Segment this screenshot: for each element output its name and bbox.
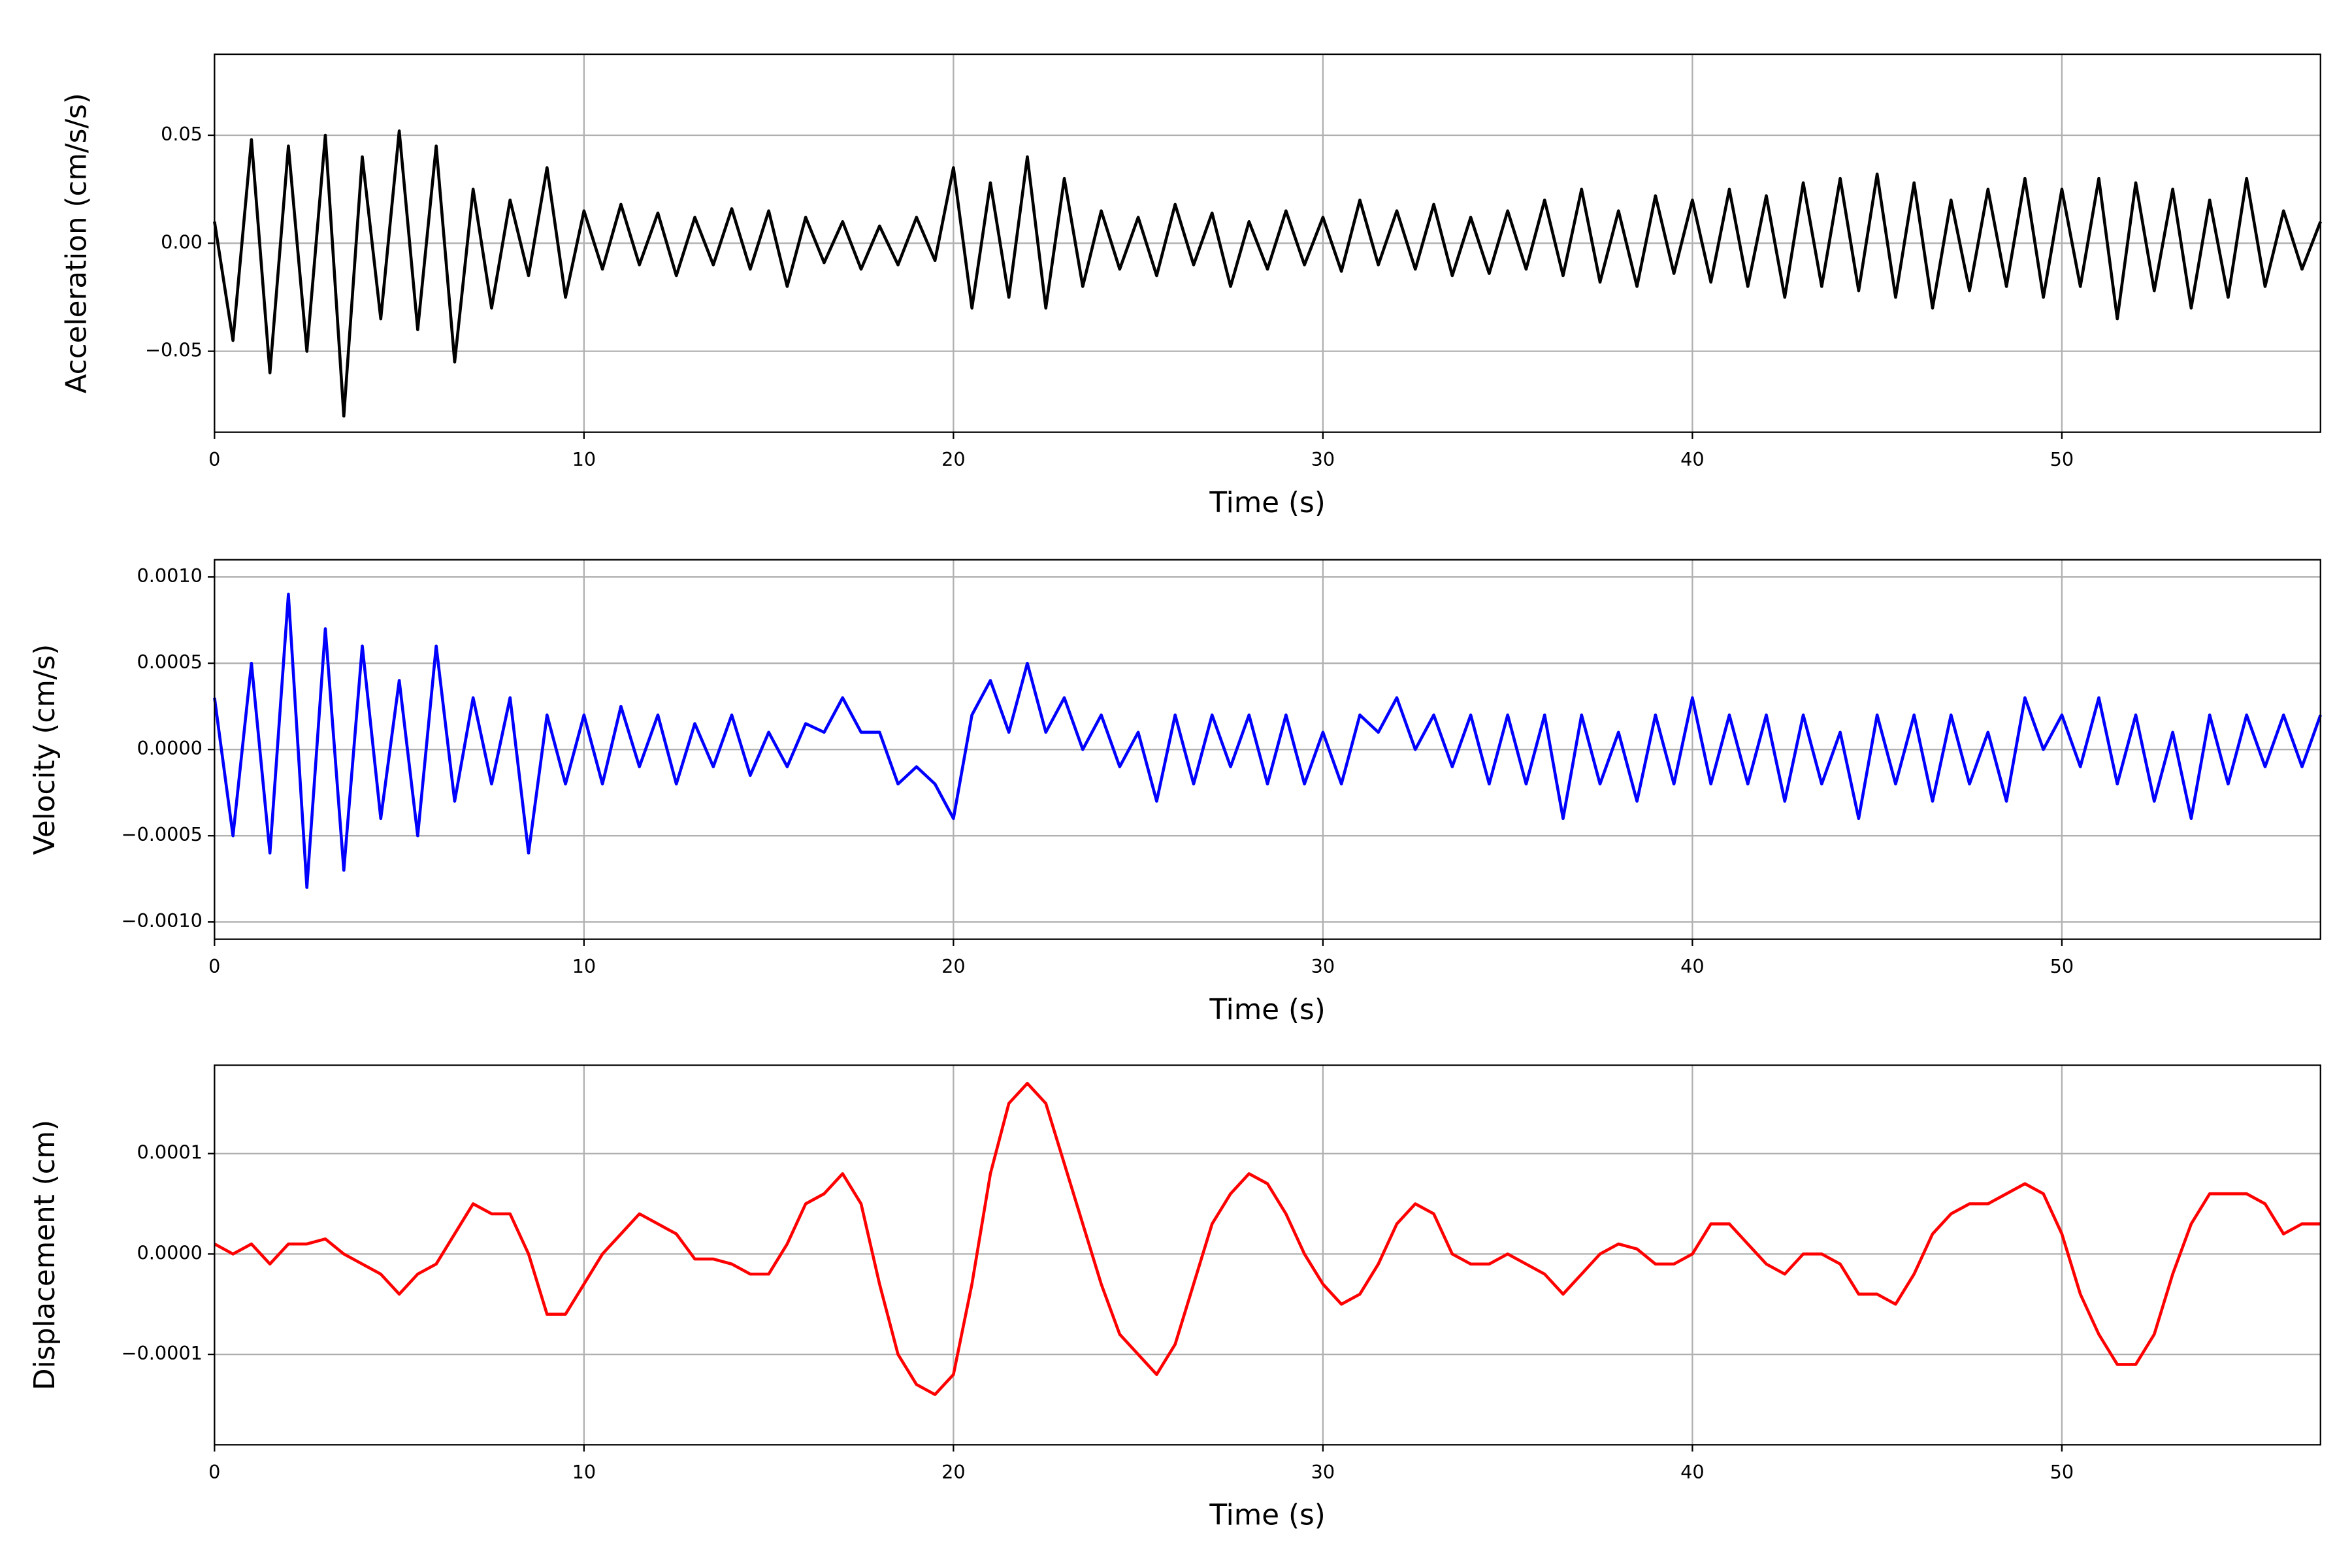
x-tick-label: 50 xyxy=(2050,955,2074,977)
x-tick-label: 40 xyxy=(1680,955,1705,977)
x-tick-label: 50 xyxy=(2050,448,2074,470)
y-tick-label: −0.0005 xyxy=(122,823,203,845)
x-tick-label: 0 xyxy=(208,448,220,470)
x-tick-label: 20 xyxy=(941,955,966,977)
subplot: 0 10 20 30 40 50 −0.05 0.00 0.05 Time (s) Accelera… xyxy=(60,53,2322,519)
axes-frame xyxy=(214,1064,2321,1446)
x-tick-label: 30 xyxy=(1311,1461,1335,1483)
y-axis-label: Velocity (cm/s) xyxy=(29,644,61,855)
axes-frame xyxy=(214,559,2321,940)
y-tick-label: −0.0001 xyxy=(122,1342,203,1364)
x-tick-label: 30 xyxy=(1311,448,1335,470)
y-tick-label: 0.0001 xyxy=(137,1141,203,1164)
y-tick-label: 0.05 xyxy=(161,123,203,145)
y-tick-label: −0.05 xyxy=(145,339,203,361)
x-tick-label: 10 xyxy=(572,1461,596,1483)
x-axis-label: Time (s) xyxy=(1209,994,1325,1026)
x-tick-label: 40 xyxy=(1680,1461,1705,1483)
x-tick-label: 40 xyxy=(1680,448,1705,470)
x-tick-label: 20 xyxy=(941,448,966,470)
data-line xyxy=(213,593,2322,889)
x-tick-label: 30 xyxy=(1311,955,1335,977)
data-line xyxy=(213,129,2322,418)
y-tick-label: 0.00 xyxy=(161,231,203,253)
y-tick-label: 0.0000 xyxy=(137,737,203,759)
x-tick-label: 0 xyxy=(208,1461,220,1483)
x-tick-label: 20 xyxy=(941,1461,966,1483)
y-tick-label: 0.0005 xyxy=(137,651,203,673)
x-axis-label: Time (s) xyxy=(1209,487,1325,519)
x-tick-label: 0 xyxy=(208,955,220,977)
y-tick-label: 0.0000 xyxy=(137,1241,203,1264)
y-tick-label: 0.0010 xyxy=(137,564,203,587)
axes-frame xyxy=(214,53,2321,433)
x-tick-label: 50 xyxy=(2050,1461,2074,1483)
y-axis-label: Displacement (cm) xyxy=(29,1120,61,1390)
subplot: 0 10 20 30 40 50 −0.0010 −0.0005 0.0000 0.0005 0.0… xyxy=(29,559,2322,1026)
x-tick-label: 10 xyxy=(572,955,596,977)
subplot: 0 10 20 30 40 50 −0.0001 0.0000 0.0001 Time (s) Di… xyxy=(29,1064,2321,1532)
x-axis-label: Time (s) xyxy=(1209,1499,1325,1532)
y-tick-label: −0.0010 xyxy=(122,909,203,932)
data-line xyxy=(214,1081,2321,1396)
y-axis-label: Acceleration (cm/s/s) xyxy=(60,93,93,393)
x-tick-label: 10 xyxy=(572,448,596,470)
